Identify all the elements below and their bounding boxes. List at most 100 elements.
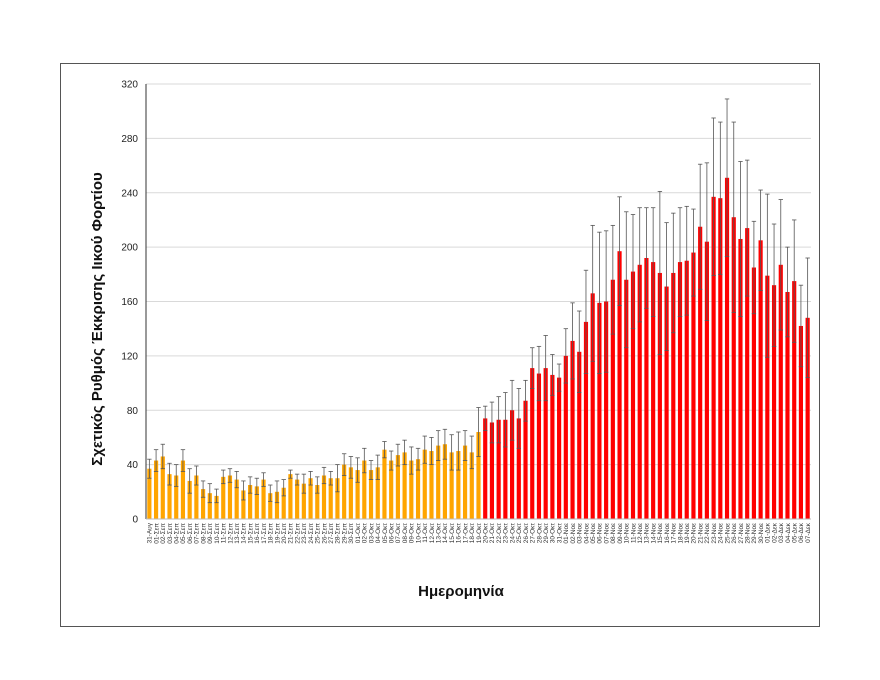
bar [362, 460, 367, 519]
gridlines [146, 83, 811, 466]
x-tick-label: 08-Σεπ [200, 522, 207, 543]
bar [321, 475, 327, 519]
bar [382, 449, 387, 519]
bar [745, 228, 750, 519]
bar [261, 479, 266, 519]
x-tick-label: 27-Νοε [738, 523, 745, 544]
bar-chart: 0 40 80 120 160 200 240 280 320 31-Αυγ 01-Σεπ 02-Σ… [89, 80, 812, 601]
bar [651, 262, 656, 519]
bar [738, 238, 743, 519]
bar [295, 479, 300, 519]
bar [570, 340, 575, 519]
x-tick-label: 19-Σεπ [274, 522, 281, 543]
x-tick-label: 24-Οκτ [509, 523, 516, 544]
x-tick-label: 01-Σεπ [153, 522, 160, 543]
bar [368, 470, 374, 519]
bar [771, 285, 777, 519]
x-tick-label: 12-Σεπ [227, 522, 234, 543]
x-tick-label: 25-Σεπ [315, 522, 322, 543]
x-tick-label: 27-Σεπ [328, 522, 335, 543]
bar [335, 478, 340, 519]
bar [677, 262, 683, 519]
y-axis-title: Σχετικός Ρυθμός Έκκρισης Ιικού Φορτίου [89, 172, 106, 466]
bar [637, 264, 642, 519]
x-tick-label: 04-Σεπ [174, 522, 181, 543]
x-tick-label: 21-Σεπ [288, 522, 295, 543]
y-tick-label: 40 [127, 460, 139, 471]
bars [147, 177, 810, 519]
bar [207, 493, 212, 519]
x-tick-label: 12-Νοε [637, 523, 644, 544]
bar [510, 410, 515, 519]
x-tick-label: 31-Αυγ [147, 522, 154, 543]
bar [469, 452, 474, 519]
x-tick-label: 20-Οκτ [483, 523, 490, 544]
x-tick-label: 29-Νοε [751, 523, 758, 544]
bar [315, 485, 320, 519]
x-tick-label: 15-Νοε [657, 523, 664, 544]
x-tick-label: 31-Οκτ [556, 523, 563, 544]
y-tick-label: 160 [121, 297, 138, 308]
bar [530, 368, 535, 519]
x-tick-label: 13-Οκτ [435, 523, 442, 544]
bar [462, 445, 468, 519]
bar [617, 251, 622, 519]
x-tick-labels: 31-Αυγ 01-Σεπ 02-Σεπ 03-Σεπ 04-Σεπ 05-Σεπ 06-Σ… [147, 522, 812, 544]
x-tick-label: 28-Νοε [744, 523, 751, 544]
x-tick-label: 28-Οκτ [536, 523, 543, 544]
bar [227, 475, 233, 519]
x-tick-label: 11-Νοε [630, 523, 637, 543]
bar [590, 293, 595, 519]
x-tick-label: 19-Νοε [684, 523, 691, 544]
bar [402, 452, 407, 519]
bar [503, 419, 508, 519]
bar [429, 451, 434, 519]
bar [268, 493, 273, 519]
x-axis-title: Ημερομηνία [418, 583, 504, 600]
bar [194, 475, 199, 519]
bar [698, 226, 703, 519]
bar [395, 455, 400, 519]
bar [254, 486, 259, 519]
bar [147, 468, 152, 519]
x-tick-label: 03-Δεκ [778, 522, 785, 543]
x-tick-label: 23-Νοε [711, 523, 718, 544]
y-tick-label: 120 [121, 351, 138, 362]
bar [644, 258, 649, 519]
chart-frame: 0 40 80 120 160 200 240 280 320 31-Αυγ 01-Σεπ 02-Σ… [60, 63, 820, 627]
x-tick-label: 01-Δεκ [765, 522, 772, 543]
x-tick-label: 06-Δεκ [798, 522, 805, 543]
x-tick-label: 07-Δεκ [805, 522, 812, 543]
x-tick-label: 23-Σεπ [301, 522, 308, 543]
x-tick-label: 10-Οκτ [415, 523, 422, 544]
bar [550, 374, 555, 519]
bar [718, 198, 723, 519]
x-tick-label: 02-Σεπ [160, 522, 167, 543]
bar [516, 418, 521, 519]
x-tick-label: 02-Νοε [570, 523, 577, 544]
x-tick-label: 09-Οκτ [409, 523, 416, 544]
x-tick-label: 15-Σεπ [247, 522, 254, 543]
x-tick-label: 25-Οκτ [516, 523, 523, 544]
x-tick-label: 26-Νοε [731, 523, 738, 544]
y-tick-label: 80 [127, 406, 139, 417]
x-tick-label: 22-Σεπ [294, 522, 301, 543]
x-tick-label: 16-Οκτ [456, 523, 463, 544]
x-tick-label: 18-Σεπ [268, 522, 275, 543]
y-tick-label: 200 [121, 243, 138, 254]
bar [409, 460, 414, 519]
x-tick-label: 26-Σεπ [321, 522, 328, 543]
bar [214, 495, 219, 519]
bar [342, 464, 347, 519]
x-tick-label: 05-Νοε [590, 523, 597, 544]
x-tick-label: 03-Οκτ [368, 523, 375, 544]
x-tick-label: 14-Σεπ [241, 522, 248, 543]
x-tick-label: 19-Οκτ [476, 523, 483, 544]
x-tick-label: 12-Οκτ [429, 523, 436, 544]
bar [671, 272, 676, 519]
bar [160, 456, 165, 519]
bar [731, 217, 736, 519]
bar [536, 373, 542, 519]
bar [577, 351, 582, 519]
bar [785, 291, 790, 519]
